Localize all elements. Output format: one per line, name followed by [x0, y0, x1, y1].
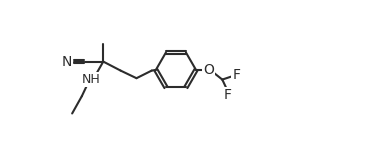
Text: F: F: [232, 68, 240, 82]
Text: NH: NH: [82, 73, 101, 86]
Text: O: O: [203, 63, 214, 77]
Text: F: F: [224, 88, 232, 102]
Text: N: N: [62, 55, 73, 69]
